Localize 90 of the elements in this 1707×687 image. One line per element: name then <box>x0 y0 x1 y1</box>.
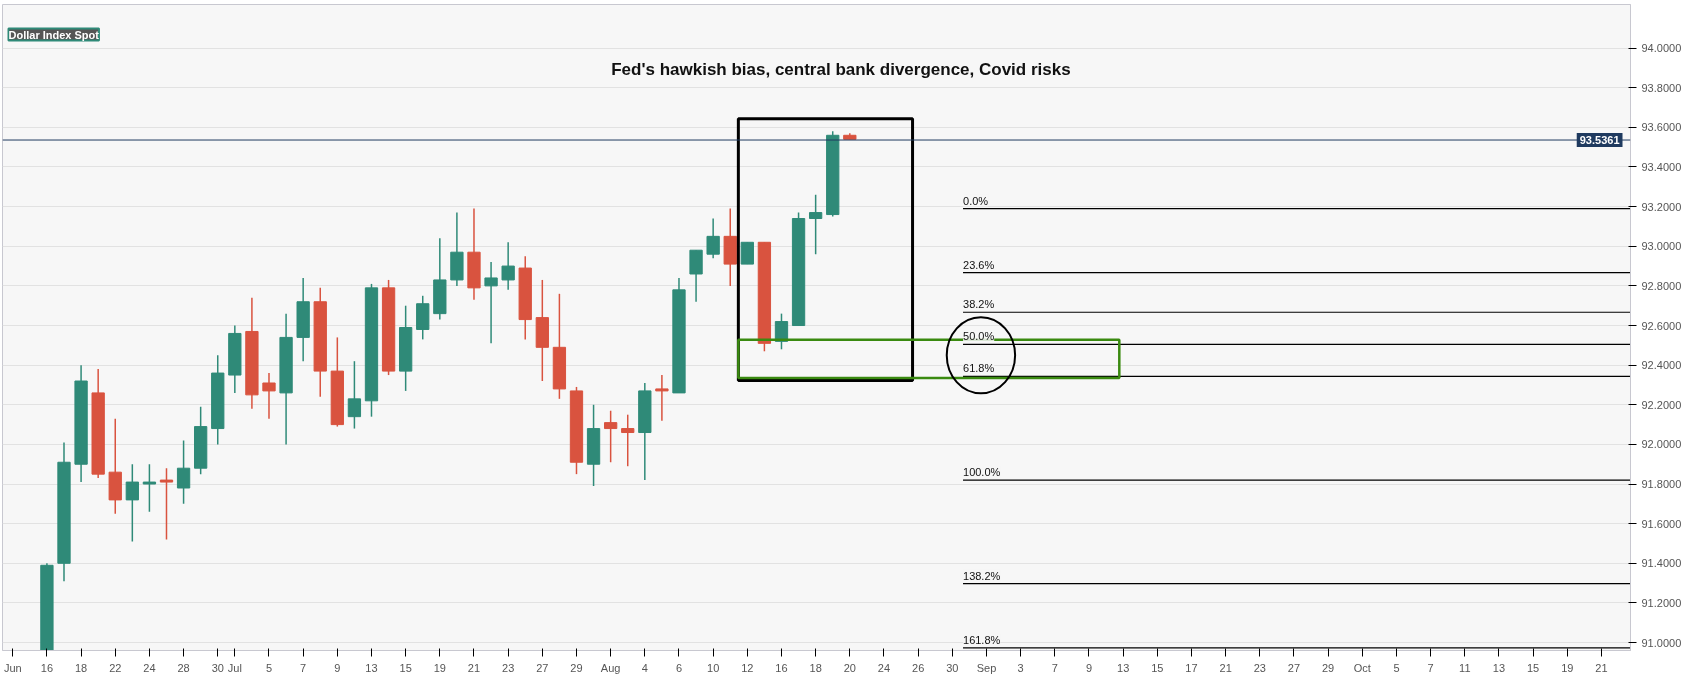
x-tick-label: 27 <box>536 661 549 674</box>
x-tick-label: Oct <box>1353 661 1371 674</box>
x-tick-label: 3 <box>1017 661 1024 674</box>
x-tick-label: 16 <box>775 661 788 674</box>
x-tick-label: 21 <box>1595 661 1608 674</box>
ref-line-label: 93.5361 <box>1579 134 1620 147</box>
y-tick-label: 91.4000 <box>1641 557 1682 570</box>
x-tick-label: 28 <box>177 661 190 674</box>
x-tick-label: 13 <box>1117 661 1130 674</box>
x-tick-label: 5 <box>1393 661 1400 674</box>
x-tick-label: 13 <box>1492 661 1506 674</box>
annotation: 61.8% <box>963 362 995 375</box>
annotation: Fed's hawkish bias, central bank divergence, Covid risks <box>611 59 1071 79</box>
candlestick <box>262 372 276 420</box>
x-tick-label: 19 <box>433 661 446 674</box>
x-tick-label: 24 <box>143 661 156 674</box>
y-tick-label: 93.6000 <box>1641 121 1682 134</box>
x-tick-label: 13 <box>365 661 378 674</box>
x-tick-label: Jun <box>3 661 22 674</box>
x-tick-label: 10 <box>707 661 720 674</box>
x-tick-label: 18 <box>809 661 822 674</box>
x-tick-label: 20 <box>843 661 856 674</box>
y-tick-label: 92.0000 <box>1641 438 1682 451</box>
x-tick-label: 4 <box>641 661 648 674</box>
candlestick <box>125 463 139 543</box>
x-tick-label: 15 <box>1527 661 1540 674</box>
annotation: 138.2% <box>963 569 1001 582</box>
annotation: 0.0% <box>963 194 989 207</box>
x-tick-label: 9 <box>1085 661 1093 674</box>
x-tick-label: 29 <box>1322 661 1335 674</box>
x-tick-label: 22 <box>109 661 122 674</box>
y-tick-label: 93.2000 <box>1641 200 1682 213</box>
candlestick <box>159 467 174 541</box>
x-tick-label: 7 <box>1051 661 1058 674</box>
text: Dollar Index Spot <box>8 28 100 41</box>
y-tick-label: 92.4000 <box>1641 359 1682 372</box>
x-tick-label: 12 <box>741 661 754 674</box>
x-tick-label: 11 <box>1459 661 1471 674</box>
y-tick-label: 91.0000 <box>1641 636 1682 649</box>
x-tick-label: 19 <box>1561 661 1574 674</box>
x-tick-label: 5 <box>265 661 273 674</box>
candlestick <box>740 241 754 265</box>
y-tick-label: 94.0000 <box>1641 42 1682 55</box>
candlestick <box>809 193 823 255</box>
y-tick-label: 93.8000 <box>1641 81 1682 94</box>
annotation: 23.6% <box>963 258 995 271</box>
annotation: 100.0% <box>963 466 1001 479</box>
candlestick <box>501 241 515 291</box>
y-tick-label: 93.0000 <box>1641 240 1682 253</box>
x-tick-label: 27 <box>1287 661 1301 674</box>
candlestick <box>347 360 362 430</box>
x-tick-label: 23 <box>1253 661 1266 674</box>
x-tick-label: 18 <box>74 661 88 674</box>
x-tick-label: 15 <box>399 661 412 674</box>
annotation: 38.2% <box>963 298 995 311</box>
y-tick-label: 91.6000 <box>1641 517 1682 530</box>
candlestick <box>706 217 720 259</box>
candlestick <box>655 374 669 422</box>
y-tick-label: 91.2000 <box>1641 596 1682 609</box>
x-tick-label: 23 <box>502 661 515 674</box>
x-tick-label: Aug <box>600 661 621 674</box>
x-tick-label: 21 <box>467 661 481 674</box>
x-tick-label: 7 <box>1427 661 1434 674</box>
x-tick-label: 17 <box>1185 661 1198 674</box>
y-tick-label: 92.2000 <box>1641 398 1682 411</box>
y-tick-label: 92.6000 <box>1641 319 1682 332</box>
candlestick <box>142 463 157 513</box>
candlestick <box>621 413 635 467</box>
x-tick-label: 15 <box>1151 661 1164 674</box>
annotation: 161.8% <box>963 633 1001 646</box>
x-tick-label: Sep <box>976 661 997 674</box>
candlestick <box>176 439 191 505</box>
candlestick <box>604 409 618 463</box>
y-tick-label: 93.4000 <box>1641 160 1682 173</box>
candlestick <box>484 261 498 345</box>
x-tick-label: 9 <box>334 661 341 674</box>
annotation: 50.0% <box>963 330 995 343</box>
x-tick-label: 30 <box>211 661 224 674</box>
y-tick-label: 91.8000 <box>1641 478 1682 491</box>
candlestick <box>689 249 703 303</box>
x-tick-label: 26 <box>912 661 925 674</box>
x-tick-label: 24 <box>877 661 891 674</box>
x-tick-label: 30 <box>946 661 959 674</box>
x-tick-label: 29 <box>570 661 583 674</box>
x-tick-label: 6 <box>675 661 683 674</box>
x-tick-label: 7 <box>300 661 307 674</box>
x-tick-label: 21 <box>1219 661 1232 674</box>
x-tick-label: 16 <box>40 661 54 674</box>
y-tick-label: 92.8000 <box>1641 279 1682 292</box>
x-tick-label: Jul <box>227 661 242 674</box>
